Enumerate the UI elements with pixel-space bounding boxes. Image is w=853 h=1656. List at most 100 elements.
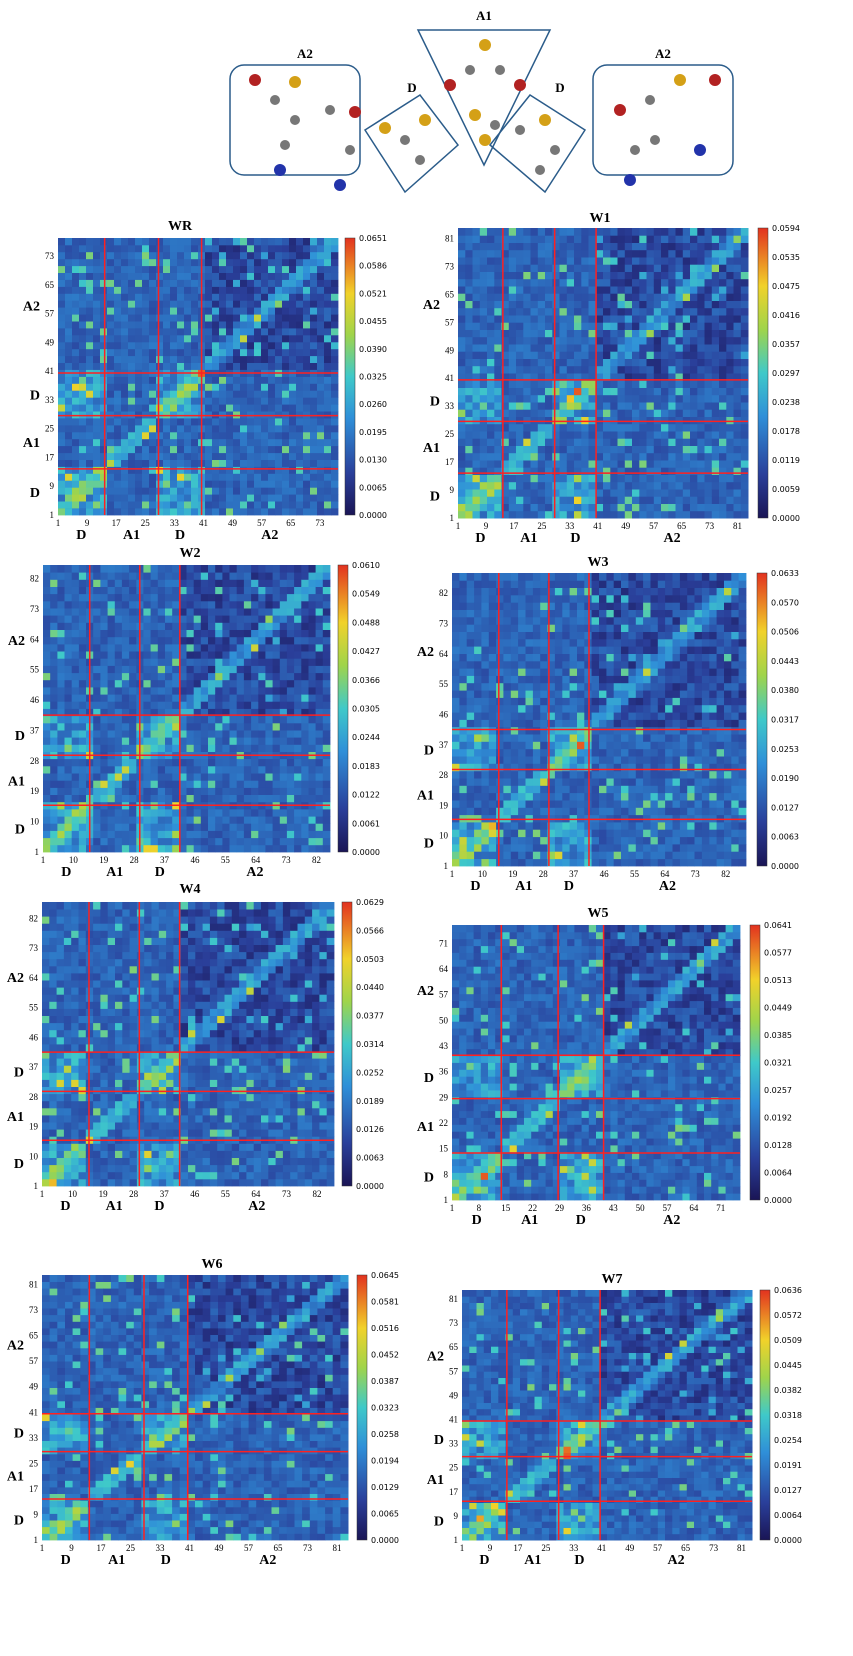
y-tick-label: 33 <box>29 1433 39 1443</box>
colorbar-tick-label: 0.0000 <box>359 511 387 520</box>
y-tick-label: 73 <box>29 1305 39 1315</box>
y-tick-label: 49 <box>445 345 455 355</box>
x-tick-label: 1 <box>450 869 455 879</box>
colorbar <box>756 572 768 867</box>
y-tick-label: 50 <box>439 1015 449 1025</box>
x-tick-label: 25 <box>141 518 151 528</box>
colorbar-tick-label: 0.0064 <box>764 1169 792 1178</box>
colorbar-tick-label: 0.0535 <box>772 253 800 262</box>
y-tick-label: 37 <box>439 740 449 750</box>
colorbar-tick-label: 0.0061 <box>352 819 380 828</box>
y-tick-label: 71 <box>439 938 448 948</box>
x-tick-label: 46 <box>190 855 200 865</box>
x-tick-label: 25 <box>541 1543 551 1553</box>
x-tick-label: 41 <box>597 1543 606 1553</box>
y-region-label: A2 <box>7 971 24 986</box>
x-tick-label: 57 <box>653 1543 663 1553</box>
colorbar-tick-label: 0.0000 <box>774 1536 802 1545</box>
colorbar-tick-label: 0.0581 <box>371 1298 399 1307</box>
heatmap-title: WR <box>168 219 193 234</box>
y-tick-label: 82 <box>439 588 448 598</box>
y-region-label: A2 <box>8 634 25 649</box>
y-tick-label: 33 <box>449 1439 459 1449</box>
colorbar-tick-label: 0.0488 <box>352 618 380 627</box>
x-region-label: A1 <box>106 1199 123 1214</box>
y-tick-label: 65 <box>445 289 455 299</box>
y-tick-label: 65 <box>29 1331 39 1341</box>
colorbar-tick-label: 0.0258 <box>371 1430 399 1439</box>
y-region-label: D <box>430 490 440 505</box>
y-tick-label: 41 <box>45 366 54 376</box>
x-tick-label: 49 <box>214 1543 224 1553</box>
y-tick-label: 17 <box>445 457 455 467</box>
colorbar-tick-label: 0.0252 <box>356 1068 384 1077</box>
colorbar <box>356 1274 368 1541</box>
x-tick-label: 73 <box>315 518 325 528</box>
y-tick-label: 37 <box>29 1062 39 1072</box>
y-tick-label: 41 <box>445 373 454 383</box>
colorbar-tick-label: 0.0126 <box>356 1125 384 1134</box>
colorbar-tick-label: 0.0516 <box>371 1324 399 1333</box>
y-tick-label: 57 <box>449 1366 459 1376</box>
x-region-label: A1 <box>524 1553 541 1568</box>
y-region-label: D <box>30 486 40 501</box>
colorbar-tick-label: 0.0127 <box>774 1486 802 1495</box>
x-tick-label: 57 <box>244 1543 254 1553</box>
x-region-label: D <box>564 879 574 894</box>
y-tick-label: 9 <box>450 485 455 495</box>
x-region-label: D <box>470 879 480 894</box>
y-region-label: A2 <box>7 1338 24 1353</box>
x-tick-label: 55 <box>221 855 231 865</box>
y-tick-label: 25 <box>29 1458 39 1468</box>
x-region-label: A1 <box>520 531 537 546</box>
colorbar-tick-label: 0.0633 <box>771 569 799 578</box>
x-tick-label: 65 <box>677 521 687 531</box>
y-tick-label: 25 <box>445 429 455 439</box>
y-region-label: D <box>434 1433 444 1448</box>
colorbar-tick-label: 0.0297 <box>772 369 800 378</box>
x-region-label: A1 <box>515 879 532 894</box>
x-tick-label: 17 <box>112 518 122 528</box>
y-tick-label: 22 <box>439 1118 448 1128</box>
colorbar-tick-label: 0.0416 <box>772 311 800 320</box>
colorbar-tick-label: 0.0190 <box>771 774 799 783</box>
heatmap-title: W4 <box>180 882 201 897</box>
y-tick-label: 55 <box>30 665 40 675</box>
y-tick-label: 57 <box>439 990 449 1000</box>
x-region-label: D <box>61 1553 71 1568</box>
y-tick-label: 55 <box>29 1003 39 1013</box>
colorbar-tick-label: 0.0257 <box>764 1086 792 1095</box>
x-tick-label: 49 <box>625 1543 635 1553</box>
colorbar-tick-label: 0.0000 <box>352 848 380 857</box>
colorbar-tick-label: 0.0192 <box>764 1114 792 1123</box>
x-tick-label: 17 <box>96 1543 106 1553</box>
colorbar-tick-label: 0.0475 <box>772 282 800 291</box>
y-tick-label: 73 <box>439 619 449 629</box>
y-region-label: D <box>14 1066 24 1081</box>
y-tick-label: 19 <box>439 800 449 810</box>
heatmap-title: W5 <box>588 906 609 921</box>
colorbar-tick-label: 0.0260 <box>359 400 387 409</box>
x-tick-label: 57 <box>257 518 267 528</box>
y-tick-label: 57 <box>445 317 455 327</box>
x-tick-label: 41 <box>199 518 208 528</box>
fragment-box-d-left <box>363 93 460 194</box>
x-region-label: A2 <box>246 865 263 880</box>
y-region-label: D <box>15 823 25 838</box>
y-tick-label: 10 <box>439 831 449 841</box>
y-tick-label: 49 <box>45 337 55 347</box>
fragment-box-d-right <box>488 94 587 194</box>
x-tick-label: 10 <box>478 869 488 879</box>
colorbar-tick-label: 0.0610 <box>352 561 380 570</box>
x-tick-label: 65 <box>286 518 296 528</box>
heatmap-title: W3 <box>588 555 609 570</box>
y-region-label: A1 <box>8 774 25 789</box>
y-tick-label: 81 <box>29 1280 38 1290</box>
x-tick-label: 73 <box>282 1189 292 1199</box>
colorbar-tick-label: 0.0377 <box>356 1012 384 1021</box>
colorbar-tick-label: 0.0506 <box>771 628 799 637</box>
y-tick-label: 17 <box>45 452 55 462</box>
molecule-diagram: A2 D A1 D A2 <box>229 8 734 194</box>
y-tick-label: 10 <box>30 817 40 827</box>
y-tick-label: 9 <box>34 1509 39 1519</box>
